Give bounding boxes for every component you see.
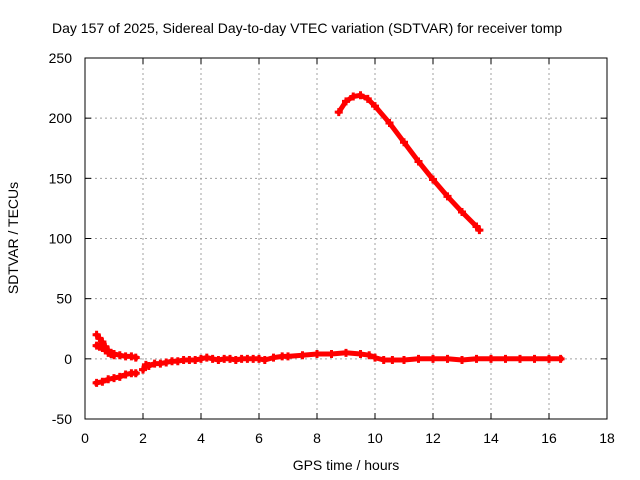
data-point bbox=[371, 353, 379, 362]
data-series bbox=[92, 91, 565, 387]
data-point bbox=[472, 354, 481, 363]
data-point bbox=[385, 118, 394, 127]
data-point bbox=[144, 362, 153, 371]
series-line-upper-arc bbox=[335, 92, 483, 234]
data-point bbox=[475, 226, 484, 235]
plot-frame bbox=[84, 57, 608, 420]
data-point bbox=[400, 138, 408, 147]
data-point bbox=[349, 92, 358, 101]
x-tick-label: 16 bbox=[541, 430, 557, 446]
axis-ticks: 0 2 4 6 8 10 12 14 16 18 -50 0 50 100 150 200 250 bbox=[49, 50, 615, 446]
data-point bbox=[414, 157, 423, 166]
data-point bbox=[501, 354, 510, 363]
data-point bbox=[334, 108, 343, 117]
data-point bbox=[458, 356, 466, 365]
data-point bbox=[342, 97, 350, 106]
data-point bbox=[388, 356, 397, 365]
x-tick-label: 12 bbox=[425, 430, 441, 446]
data-point bbox=[98, 377, 107, 386]
y-tick-label: 200 bbox=[49, 110, 73, 126]
data-point bbox=[443, 354, 452, 363]
x-tick-label: 2 bbox=[139, 430, 147, 446]
data-point bbox=[371, 102, 379, 111]
data-point bbox=[269, 353, 278, 362]
x-tick-label: 4 bbox=[197, 430, 205, 446]
x-axis-label: GPS time / hours bbox=[293, 457, 400, 473]
data-point bbox=[115, 372, 124, 381]
x-tick-label: 10 bbox=[367, 430, 383, 446]
x-tick-label: 6 bbox=[255, 430, 263, 446]
data-point bbox=[400, 356, 408, 365]
x-tick-label: 18 bbox=[599, 430, 615, 446]
data-point bbox=[131, 353, 140, 362]
data-point bbox=[429, 354, 437, 363]
data-point bbox=[516, 354, 524, 363]
y-tick-label: 0 bbox=[64, 351, 72, 367]
y-tick-label: 50 bbox=[56, 291, 72, 307]
data-point bbox=[313, 350, 321, 359]
data-point bbox=[429, 175, 437, 184]
data-point bbox=[443, 192, 452, 201]
data-point bbox=[342, 348, 350, 357]
data-point bbox=[298, 351, 307, 360]
y-axis-label: SDTVAR / TECUs bbox=[5, 182, 21, 294]
data-point bbox=[363, 94, 372, 103]
data-point bbox=[356, 91, 365, 100]
x-tick-label: 0 bbox=[81, 430, 89, 446]
data-point bbox=[556, 354, 565, 363]
data-point bbox=[260, 356, 269, 365]
data-point bbox=[487, 354, 495, 363]
y-tick-label: -50 bbox=[52, 411, 72, 427]
data-point bbox=[545, 354, 553, 363]
data-point bbox=[458, 208, 466, 217]
data-point bbox=[530, 354, 539, 363]
data-point bbox=[356, 350, 365, 359]
x-tick-label: 14 bbox=[483, 430, 499, 446]
chart-title: Day 157 of 2025, Sidereal Day-to-day VTE… bbox=[52, 20, 562, 36]
data-point bbox=[110, 351, 118, 360]
data-point bbox=[284, 352, 292, 361]
data-point bbox=[414, 354, 423, 363]
data-point bbox=[327, 350, 336, 359]
data-point bbox=[139, 365, 147, 374]
y-tick-label: 150 bbox=[49, 170, 73, 186]
data-point bbox=[365, 351, 374, 360]
grid bbox=[85, 58, 607, 419]
data-point bbox=[379, 356, 388, 365]
x-tick-label: 8 bbox=[313, 430, 321, 446]
data-point bbox=[131, 369, 140, 378]
y-tick-label: 100 bbox=[49, 231, 73, 247]
y-tick-label: 250 bbox=[49, 50, 73, 66]
